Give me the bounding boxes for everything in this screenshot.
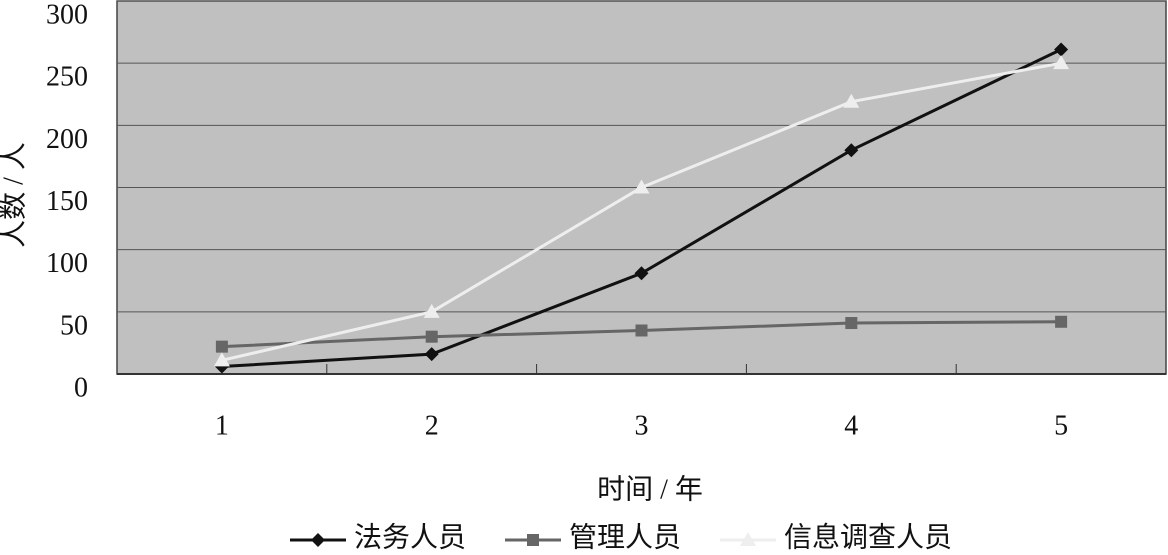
marker — [1055, 315, 1068, 328]
y-tick-label: 0 — [74, 372, 88, 403]
legend-marker — [527, 534, 539, 546]
marker — [423, 303, 440, 318]
y-tick-label: 300 — [46, 0, 88, 30]
legend-label: 管理人员 — [569, 521, 681, 553]
x-tick-label: 4 — [844, 410, 858, 441]
legend-label: 法务人员 — [354, 521, 466, 553]
x-axis-label: 时间 / 年 — [597, 473, 703, 505]
series — [213, 55, 1070, 367]
marker — [845, 317, 858, 330]
legend-label: 信息调查人员 — [784, 521, 952, 553]
x-tick-label: 5 — [1054, 410, 1068, 441]
legend-marker — [311, 533, 325, 547]
legend-marker — [740, 532, 756, 546]
y-tick-label: 250 — [46, 62, 88, 93]
y-tick-label: 50 — [60, 310, 88, 341]
marker — [1053, 55, 1070, 70]
marker — [215, 340, 228, 353]
marker — [425, 330, 438, 343]
x-tick-label: 2 — [425, 410, 439, 441]
marker — [633, 179, 650, 194]
x-tick-label: 1 — [215, 410, 229, 441]
marker — [844, 143, 859, 158]
marker — [635, 324, 648, 337]
y-tick-label: 200 — [46, 124, 88, 155]
marker — [424, 347, 439, 362]
marker — [213, 352, 230, 367]
marker — [1054, 42, 1069, 57]
marker — [843, 93, 860, 108]
marker — [634, 266, 649, 281]
y-axis-label: 人数 / 人 — [0, 142, 29, 248]
series — [215, 315, 1068, 353]
y-tick-label: 150 — [46, 186, 88, 217]
x-tick-label: 3 — [635, 410, 649, 441]
y-tick-label: 100 — [46, 248, 88, 279]
